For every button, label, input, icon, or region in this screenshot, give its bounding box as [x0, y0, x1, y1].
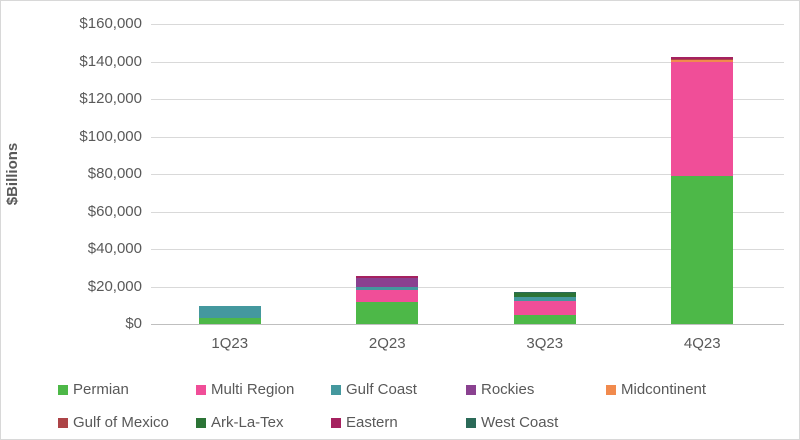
- bar-segment-permian: [198, 318, 261, 324]
- legend-item-gulf-of-mexico: Gulf of Mexico: [58, 414, 196, 431]
- legend-swatch-icon: [196, 417, 206, 428]
- bar-segment-ark-la-tex: [513, 293, 576, 297]
- gridline: [151, 286, 784, 288]
- legend-item-rockies: Rockies: [466, 381, 606, 398]
- bar-segment-multi-region: [356, 290, 419, 302]
- y-tick-label: $40,000: [87, 240, 142, 257]
- x-tick-label: 2Q23: [368, 335, 406, 352]
- y-tick-label: $160,000: [79, 15, 142, 32]
- legend-label: Ark-La-Tex: [211, 414, 284, 431]
- y-tick-label: $100,000: [79, 127, 142, 145]
- legend: Permian Multi Region Gulf Coast Rockies Midc…: [58, 373, 706, 439]
- gridline: [151, 249, 784, 250]
- legend-swatch-icon: [58, 417, 68, 428]
- y-tick-label: $0: [125, 315, 142, 332]
- y-tick-label: $60,000: [87, 202, 142, 220]
- bar-segment-multi-region: [513, 300, 576, 315]
- legend-label: Permian: [73, 381, 129, 398]
- bar-segment-gulf-coast: [356, 286, 419, 291]
- x-axis-line: [151, 324, 784, 325]
- bar-segment-midcontinent: [671, 59, 734, 63]
- bar-segment-eastern: [671, 57, 734, 59]
- y-tick-label: $20,000: [87, 277, 142, 295]
- gridline: [151, 136, 784, 138]
- bar-segment-permian: [513, 314, 576, 324]
- legend-swatch-icon: [466, 384, 476, 395]
- gridline: [151, 99, 784, 100]
- gridline: [151, 211, 784, 213]
- legend-swatch-icon: [196, 384, 206, 395]
- y-tick-label: $120,000: [79, 90, 142, 107]
- legend-swatch-icon: [331, 384, 341, 395]
- legend-swatch-icon: [331, 417, 341, 428]
- gridline: [151, 24, 784, 25]
- legend-swatch-icon: [606, 384, 616, 395]
- legend-label: West Coast: [481, 414, 559, 431]
- legend-item-ark-la-tex: Ark-La-Tex: [196, 414, 331, 431]
- legend-item-midcontinent: Midcontinent: [606, 381, 706, 398]
- bar-segment-multi-region: [671, 62, 734, 176]
- legend-item-west-coast: West Coast: [466, 414, 606, 431]
- legend-label: Rockies: [481, 381, 535, 398]
- bar-segment-gulf-coast: [513, 296, 576, 301]
- legend-label: Gulf Coast: [346, 381, 417, 398]
- legend-item-permian: Permian: [58, 381, 196, 398]
- legend-swatch-icon: [58, 384, 68, 395]
- bar-segment-gulf-coast: [198, 306, 261, 319]
- bar-segment-gulf-of-mexico: [671, 58, 734, 60]
- legend-item-multi-region: Multi Region: [196, 381, 331, 398]
- bar-segment-rockies: [356, 278, 419, 287]
- bar-segment-permian: [671, 175, 734, 324]
- gridline: [151, 61, 784, 63]
- gridline: [151, 174, 784, 175]
- x-tick-label: 1Q23: [211, 335, 249, 352]
- bar-segment-permian: [356, 301, 419, 324]
- legend-label: Eastern: [346, 414, 398, 431]
- bar-segment-eastern: [356, 276, 419, 279]
- y-tick-label: $140,000: [79, 52, 142, 70]
- legend-item-gulf-coast: Gulf Coast: [331, 381, 466, 398]
- bar-segment-west-coast: [513, 292, 576, 294]
- legend-label: Gulf of Mexico: [73, 414, 169, 431]
- legend-label: Midcontinent: [621, 381, 707, 398]
- legend-label: Multi Region: [211, 381, 295, 398]
- legend-item-eastern: Eastern: [331, 414, 466, 431]
- x-tick-label: 3Q23: [526, 335, 564, 352]
- y-axis-title: $Billions: [4, 142, 21, 206]
- legend-swatch-icon: [466, 417, 476, 428]
- y-tick-label: $80,000: [87, 165, 142, 182]
- x-tick-label: 4Q23: [683, 335, 721, 352]
